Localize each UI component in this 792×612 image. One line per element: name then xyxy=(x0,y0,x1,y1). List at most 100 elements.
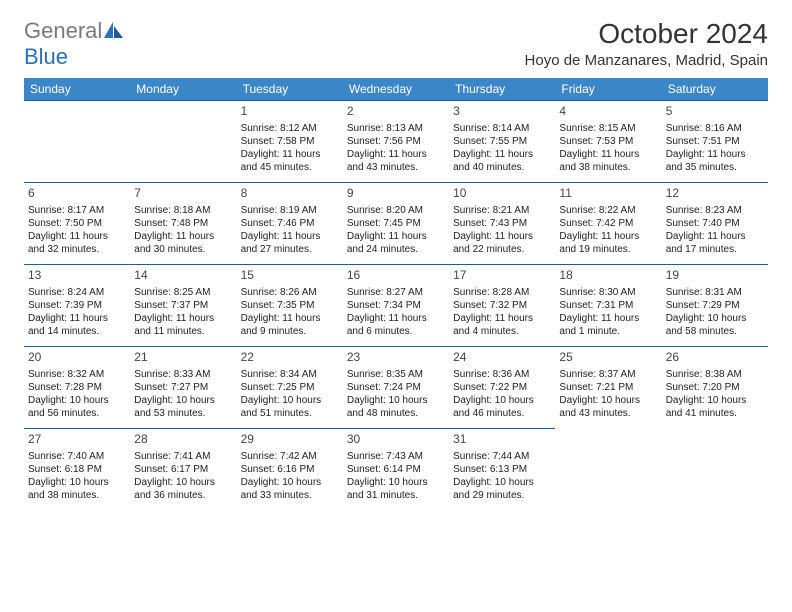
day-number: 30 xyxy=(347,432,445,448)
sunset-text: Sunset: 6:17 PM xyxy=(134,463,232,476)
daylight-text: Daylight: 10 hours and 58 minutes. xyxy=(666,312,764,338)
calendar-day-cell: 20Sunrise: 8:32 AMSunset: 7:28 PMDayligh… xyxy=(24,347,130,429)
calendar-day-cell: 19Sunrise: 8:31 AMSunset: 7:29 PMDayligh… xyxy=(662,265,768,347)
calendar-header-row: SundayMondayTuesdayWednesdayThursdayFrid… xyxy=(24,78,768,101)
sunrise-text: Sunrise: 8:26 AM xyxy=(241,286,339,299)
calendar-week-row: 27Sunrise: 7:40 AMSunset: 6:18 PMDayligh… xyxy=(24,429,768,511)
calendar-day-cell: 21Sunrise: 8:33 AMSunset: 7:27 PMDayligh… xyxy=(130,347,236,429)
daylight-text: Daylight: 10 hours and 43 minutes. xyxy=(559,394,657,420)
day-number: 15 xyxy=(241,268,339,284)
weekday-header: Saturday xyxy=(662,78,768,101)
sunset-text: Sunset: 7:42 PM xyxy=(559,217,657,230)
calendar-day-cell: 17Sunrise: 8:28 AMSunset: 7:32 PMDayligh… xyxy=(449,265,555,347)
location-label: Hoyo de Manzanares, Madrid, Spain xyxy=(525,52,768,69)
daylight-text: Daylight: 11 hours and 38 minutes. xyxy=(559,148,657,174)
daylight-text: Daylight: 11 hours and 40 minutes. xyxy=(453,148,551,174)
sunset-text: Sunset: 6:18 PM xyxy=(28,463,126,476)
calendar-day-cell: 26Sunrise: 8:38 AMSunset: 7:20 PMDayligh… xyxy=(662,347,768,429)
daylight-text: Daylight: 10 hours and 29 minutes. xyxy=(453,476,551,502)
day-number: 7 xyxy=(134,186,232,202)
sunset-text: Sunset: 7:31 PM xyxy=(559,299,657,312)
calendar-day-cell: 7Sunrise: 8:18 AMSunset: 7:48 PMDaylight… xyxy=(130,183,236,265)
daylight-text: Daylight: 10 hours and 56 minutes. xyxy=(28,394,126,420)
sunset-text: Sunset: 6:14 PM xyxy=(347,463,445,476)
daylight-text: Daylight: 10 hours and 51 minutes. xyxy=(241,394,339,420)
sunrise-text: Sunrise: 8:24 AM xyxy=(28,286,126,299)
calendar-day-cell: 28Sunrise: 7:41 AMSunset: 6:17 PMDayligh… xyxy=(130,429,236,511)
day-number: 9 xyxy=(347,186,445,202)
calendar-day-cell: 4Sunrise: 8:15 AMSunset: 7:53 PMDaylight… xyxy=(555,101,661,183)
day-number: 2 xyxy=(347,104,445,120)
title-block: October 2024 Hoyo de Manzanares, Madrid,… xyxy=(525,18,768,69)
calendar-week-row: 13Sunrise: 8:24 AMSunset: 7:39 PMDayligh… xyxy=(24,265,768,347)
sunrise-text: Sunrise: 8:23 AM xyxy=(666,204,764,217)
day-number: 1 xyxy=(241,104,339,120)
sunrise-text: Sunrise: 8:20 AM xyxy=(347,204,445,217)
sunrise-text: Sunrise: 8:28 AM xyxy=(453,286,551,299)
sunset-text: Sunset: 7:45 PM xyxy=(347,217,445,230)
sunset-text: Sunset: 7:55 PM xyxy=(453,135,551,148)
calendar-day-cell: 9 Sunrise: 8:20 AMSunset: 7:45 PMDaylight… xyxy=(343,183,449,265)
sunset-text: Sunset: 7:50 PM xyxy=(28,217,126,230)
calendar-empty-cell xyxy=(130,101,236,183)
sunset-text: Sunset: 7:43 PM xyxy=(453,217,551,230)
daylight-text: Daylight: 11 hours and 43 minutes. xyxy=(347,148,445,174)
calendar-week-row: 1Sunrise: 8:12 AMSunset: 7:58 PMDaylight… xyxy=(24,101,768,183)
sunrise-text: Sunrise: 8:17 AM xyxy=(28,204,126,217)
calendar-day-cell: 1Sunrise: 8:12 AMSunset: 7:58 PMDaylight… xyxy=(237,101,343,183)
day-number: 31 xyxy=(453,432,551,448)
day-number: 8 xyxy=(241,186,339,202)
day-number: 14 xyxy=(134,268,232,284)
calendar-day-cell: 8Sunrise: 8:19 AMSunset: 7:46 PMDaylight… xyxy=(237,183,343,265)
daylight-text: Daylight: 11 hours and 27 minutes. xyxy=(241,230,339,256)
sunset-text: Sunset: 7:53 PM xyxy=(559,135,657,148)
sunrise-text: Sunrise: 8:14 AM xyxy=(453,122,551,135)
daylight-text: Daylight: 11 hours and 9 minutes. xyxy=(241,312,339,338)
daylight-text: Daylight: 11 hours and 11 minutes. xyxy=(134,312,232,338)
sunrise-text: Sunrise: 7:40 AM xyxy=(28,450,126,463)
calendar-day-cell: 22Sunrise: 8:34 AMSunset: 7:25 PMDayligh… xyxy=(237,347,343,429)
weekday-header: Friday xyxy=(555,78,661,101)
daylight-text: Daylight: 11 hours and 4 minutes. xyxy=(453,312,551,338)
sunrise-text: Sunrise: 8:19 AM xyxy=(241,204,339,217)
sunrise-text: Sunrise: 8:35 AM xyxy=(347,368,445,381)
calendar-day-cell: 14Sunrise: 8:25 AMSunset: 7:37 PMDayligh… xyxy=(130,265,236,347)
sail-icon xyxy=(104,22,124,43)
sunrise-text: Sunrise: 8:37 AM xyxy=(559,368,657,381)
sunrise-text: Sunrise: 7:41 AM xyxy=(134,450,232,463)
sunset-text: Sunset: 7:24 PM xyxy=(347,381,445,394)
calendar-day-cell: 10Sunrise: 8:21 AMSunset: 7:43 PMDayligh… xyxy=(449,183,555,265)
calendar-day-cell: 16Sunrise: 8:27 AMSunset: 7:34 PMDayligh… xyxy=(343,265,449,347)
weekday-header: Tuesday xyxy=(237,78,343,101)
day-number: 16 xyxy=(347,268,445,284)
daylight-text: Daylight: 10 hours and 41 minutes. xyxy=(666,394,764,420)
calendar-week-row: 20Sunrise: 8:32 AMSunset: 7:28 PMDayligh… xyxy=(24,347,768,429)
sunrise-text: Sunrise: 8:12 AM xyxy=(241,122,339,135)
calendar-day-cell: 31Sunrise: 7:44 AMSunset: 6:13 PMDayligh… xyxy=(449,429,555,511)
sunset-text: Sunset: 7:35 PM xyxy=(241,299,339,312)
calendar-day-cell: 25Sunrise: 8:37 AMSunset: 7:21 PMDayligh… xyxy=(555,347,661,429)
calendar-day-cell: 23Sunrise: 8:35 AMSunset: 7:24 PMDayligh… xyxy=(343,347,449,429)
calendar-day-cell: 18Sunrise: 8:30 AMSunset: 7:31 PMDayligh… xyxy=(555,265,661,347)
logo-text: General Blue xyxy=(24,18,124,70)
page-header: General Blue October 2024 Hoyo de Manzan… xyxy=(24,18,768,70)
calendar-day-cell: 29Sunrise: 7:42 AMSunset: 6:16 PMDayligh… xyxy=(237,429,343,511)
sunrise-text: Sunrise: 8:22 AM xyxy=(559,204,657,217)
sunrise-text: Sunrise: 8:27 AM xyxy=(347,286,445,299)
calendar-table: SundayMondayTuesdayWednesdayThursdayFrid… xyxy=(24,78,768,511)
daylight-text: Daylight: 10 hours and 48 minutes. xyxy=(347,394,445,420)
sunrise-text: Sunrise: 8:31 AM xyxy=(666,286,764,299)
daylight-text: Daylight: 11 hours and 24 minutes. xyxy=(347,230,445,256)
calendar-day-cell: 5Sunrise: 8:16 AMSunset: 7:51 PMDaylight… xyxy=(662,101,768,183)
sunset-text: Sunset: 7:51 PM xyxy=(666,135,764,148)
calendar-day-cell: 30Sunrise: 7:43 AMSunset: 6:14 PMDayligh… xyxy=(343,429,449,511)
day-number: 19 xyxy=(666,268,764,284)
daylight-text: Daylight: 10 hours and 46 minutes. xyxy=(453,394,551,420)
sunrise-text: Sunrise: 8:15 AM xyxy=(559,122,657,135)
sunset-text: Sunset: 7:25 PM xyxy=(241,381,339,394)
sunset-text: Sunset: 7:22 PM xyxy=(453,381,551,394)
day-number: 11 xyxy=(559,186,657,202)
daylight-text: Daylight: 11 hours and 35 minutes. xyxy=(666,148,764,174)
calendar-body: 1Sunrise: 8:12 AMSunset: 7:58 PMDaylight… xyxy=(24,101,768,511)
weekday-header: Thursday xyxy=(449,78,555,101)
